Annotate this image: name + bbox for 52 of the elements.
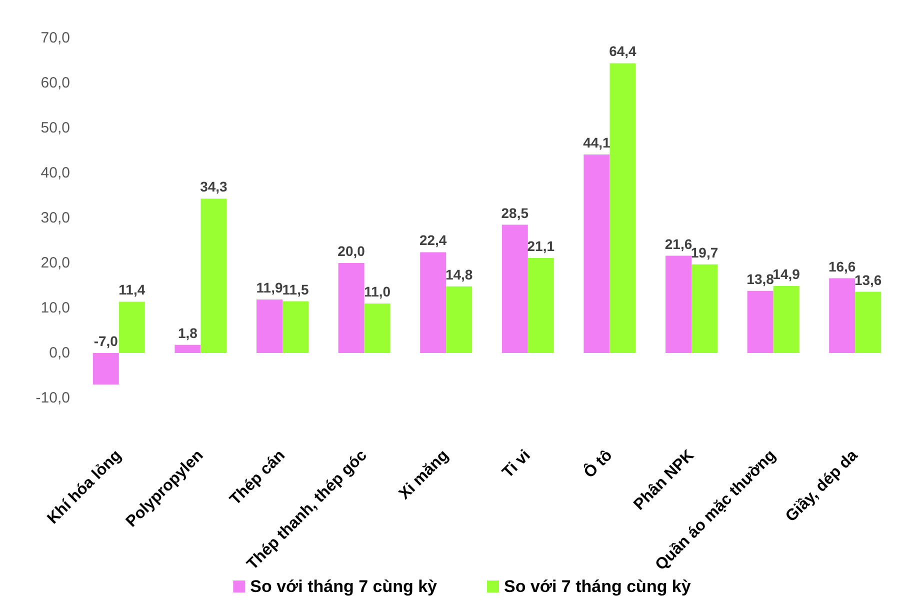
data-label: -7,0 bbox=[94, 333, 118, 349]
data-label: 14,9 bbox=[772, 266, 800, 282]
x-tick-label: Ti vi bbox=[499, 446, 534, 482]
bar bbox=[200, 198, 227, 353]
data-label: 34,3 bbox=[200, 178, 228, 195]
data-label: 11,9 bbox=[256, 279, 283, 296]
data-label: 19,7 bbox=[690, 244, 718, 260]
y-tick-label: 50,0 bbox=[40, 120, 70, 136]
data-label: 14,8 bbox=[445, 266, 473, 282]
y-tick-label: 0,0 bbox=[49, 344, 70, 362]
y-tick-label: 60,0 bbox=[40, 74, 70, 92]
y-tick-label: 10,0 bbox=[40, 300, 70, 316]
bar bbox=[446, 286, 472, 353]
data-label: 20,0 bbox=[338, 243, 366, 259]
bar bbox=[855, 292, 882, 353]
bar bbox=[282, 301, 308, 353]
data-label: 11,5 bbox=[282, 281, 309, 298]
y-tick-label: 40,0 bbox=[40, 164, 70, 182]
legend-label: So với 7 tháng cùng kỳ bbox=[504, 577, 692, 596]
bar bbox=[747, 290, 774, 353]
data-label: 21,1 bbox=[527, 238, 555, 254]
bar bbox=[829, 278, 856, 353]
data-label: 13,6 bbox=[854, 272, 882, 288]
bar bbox=[773, 286, 800, 353]
data-label: 16,6 bbox=[828, 258, 856, 274]
bar bbox=[528, 258, 554, 353]
bar bbox=[256, 299, 282, 353]
data-label: 28,5 bbox=[501, 204, 529, 221]
y-tick-label: -10,0 bbox=[36, 390, 70, 406]
bar bbox=[174, 344, 201, 353]
data-label: 11,0 bbox=[364, 284, 391, 300]
bar bbox=[92, 353, 119, 384]
data-label: 13,8 bbox=[746, 270, 774, 287]
legend-label: So với tháng 7 cùng kỳ bbox=[250, 577, 438, 596]
bar bbox=[338, 263, 364, 353]
bar bbox=[692, 264, 718, 353]
bar bbox=[364, 304, 390, 353]
y-tick-label: 30,0 bbox=[40, 210, 70, 226]
data-label: 21,6 bbox=[664, 236, 692, 252]
bar bbox=[118, 302, 145, 353]
bar bbox=[502, 224, 528, 353]
bar bbox=[420, 252, 446, 353]
data-label: 22,4 bbox=[419, 232, 447, 248]
y-tick-label: 20,0 bbox=[40, 254, 70, 272]
y-tick-label: 70,0 bbox=[40, 30, 70, 46]
data-label: 1,8 bbox=[178, 324, 198, 341]
x-tick-label: Ô tô bbox=[580, 445, 616, 482]
data-label: 11,4 bbox=[118, 282, 146, 298]
data-label: 64,4 bbox=[609, 43, 637, 60]
bar bbox=[584, 154, 610, 353]
bar bbox=[666, 256, 692, 353]
bar bbox=[610, 63, 636, 353]
